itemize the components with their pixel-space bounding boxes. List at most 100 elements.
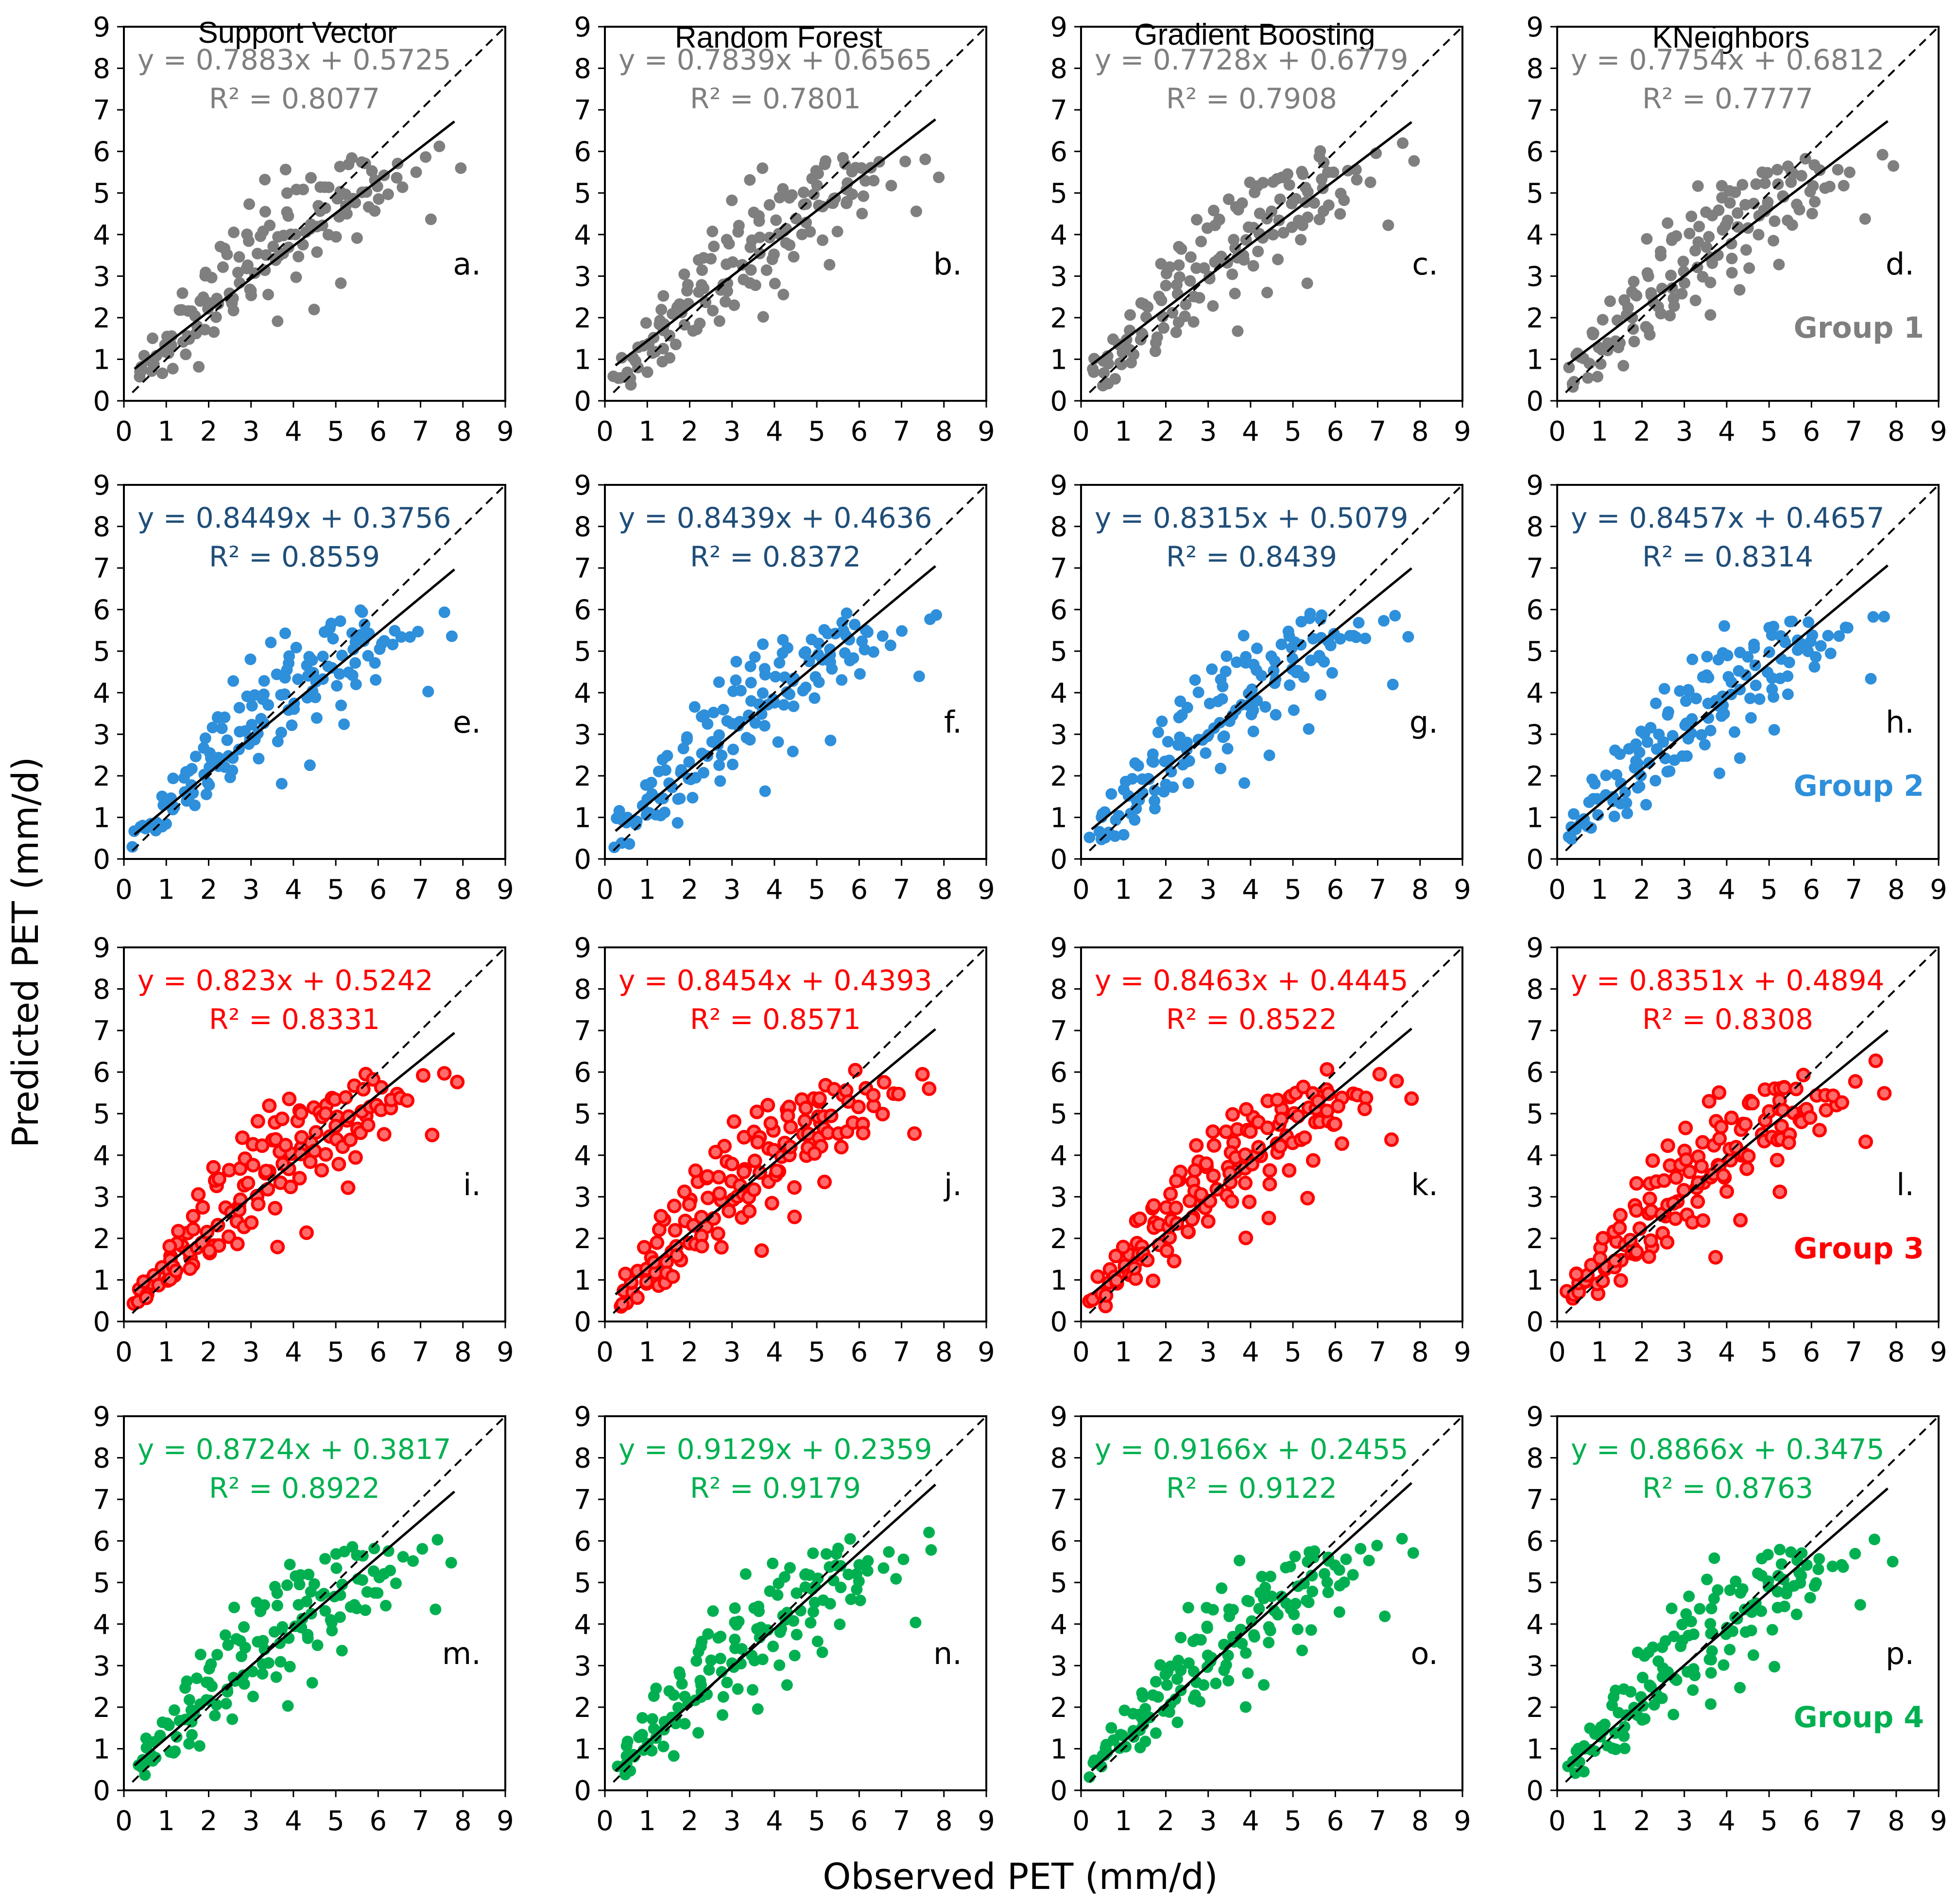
data-point <box>1641 267 1653 279</box>
y-tick-label: 9 <box>93 932 110 964</box>
x-tick-label: 1 <box>157 416 175 447</box>
data-point <box>1762 1575 1774 1587</box>
data-point <box>1745 712 1757 724</box>
data-point <box>1824 647 1837 659</box>
data-point <box>270 1239 285 1254</box>
data-point <box>1610 1743 1622 1755</box>
data-point <box>1172 1654 1185 1666</box>
data-point <box>245 1158 260 1173</box>
data-point <box>1379 1610 1391 1622</box>
data-point <box>1288 1608 1300 1620</box>
data-point <box>233 251 245 263</box>
data-point <box>729 1633 741 1646</box>
data-point <box>1289 1597 1302 1610</box>
y-axis-title: Predicted PET (mm/d) <box>5 757 47 1148</box>
regression-line <box>134 1491 455 1767</box>
data-point <box>1150 337 1162 349</box>
data-point <box>1726 267 1738 279</box>
data-point <box>1766 1624 1778 1636</box>
data-point <box>162 1239 177 1254</box>
data-point <box>265 636 277 649</box>
data-point <box>259 173 271 186</box>
data-point <box>851 1583 863 1595</box>
data-point <box>1729 186 1741 198</box>
data-point <box>1583 358 1596 370</box>
group-label: Group 2 <box>1794 769 1924 803</box>
data-point <box>325 618 337 630</box>
data-point <box>1262 1177 1277 1192</box>
data-point <box>1206 1168 1221 1184</box>
data-point <box>876 1075 892 1090</box>
y-tick-label: 4 <box>93 220 110 251</box>
x-tick-label: 4 <box>1718 416 1736 447</box>
y-tick-label: 5 <box>1050 1567 1067 1599</box>
data-point <box>208 326 220 338</box>
data-point <box>1240 1647 1252 1659</box>
data-point <box>841 607 853 619</box>
data-point <box>1262 1163 1277 1178</box>
regression-equation: y = 0.8454x + 0.4393 <box>619 964 932 997</box>
y-tick-label: 5 <box>1526 636 1544 668</box>
regression-equation: y = 0.8457x + 0.4657 <box>1571 501 1884 534</box>
x-tick-label: 9 <box>978 874 995 906</box>
data-point <box>1586 326 1598 339</box>
data-point <box>1242 1194 1257 1209</box>
data-point <box>836 674 848 686</box>
data-point <box>768 248 780 260</box>
data-point <box>770 670 781 683</box>
data-point <box>1301 277 1313 290</box>
data-point <box>258 675 270 687</box>
data-point <box>653 765 665 777</box>
data-point <box>1239 1701 1252 1713</box>
data-point <box>268 1201 283 1216</box>
data-point <box>746 1182 761 1197</box>
one-to-one-line <box>132 484 506 852</box>
y-tick-label: 8 <box>1526 53 1544 85</box>
r-squared: R² = 0.8522 <box>1166 1003 1337 1036</box>
data-point <box>713 759 725 772</box>
data-point <box>1173 240 1185 253</box>
data-point <box>754 1243 769 1258</box>
data-point <box>817 1174 832 1189</box>
y-tick-label: 6 <box>93 137 110 168</box>
data-point <box>1237 630 1250 642</box>
data-point <box>1592 809 1604 821</box>
data-point <box>356 1082 371 1097</box>
x-tick-label: 4 <box>766 874 783 906</box>
x-tick-label: 4 <box>285 416 302 447</box>
data-point <box>425 213 437 225</box>
data-point <box>726 194 738 206</box>
data-point <box>641 366 653 378</box>
data-point <box>355 604 366 616</box>
data-point <box>1387 678 1399 690</box>
y-tick-label: 5 <box>574 1567 591 1599</box>
x-tick-label: 9 <box>978 416 995 447</box>
scatter-points <box>1087 137 1420 392</box>
data-point <box>787 745 799 757</box>
y-tick-label: 8 <box>93 974 110 1006</box>
data-point <box>302 1632 314 1644</box>
data-point <box>1771 1586 1784 1598</box>
data-point <box>877 1562 890 1574</box>
data-point <box>764 1196 779 1211</box>
data-point <box>1826 1561 1839 1573</box>
data-point <box>666 781 678 793</box>
plot-frame <box>604 484 987 860</box>
data-point <box>714 1240 729 1255</box>
y-tick-label: 1 <box>574 344 591 376</box>
data-point <box>1100 1742 1112 1754</box>
data-point <box>1810 1577 1822 1589</box>
data-point <box>1156 715 1168 727</box>
data-point <box>1232 325 1244 337</box>
data-point <box>1099 1288 1114 1303</box>
data-point <box>1777 191 1789 203</box>
data-point <box>167 362 179 375</box>
data-point <box>750 1135 765 1149</box>
x-tick-label: 6 <box>370 416 387 447</box>
data-point <box>724 1156 739 1171</box>
data-point <box>1806 207 1818 220</box>
data-point <box>1685 210 1698 223</box>
data-point <box>1257 177 1269 189</box>
